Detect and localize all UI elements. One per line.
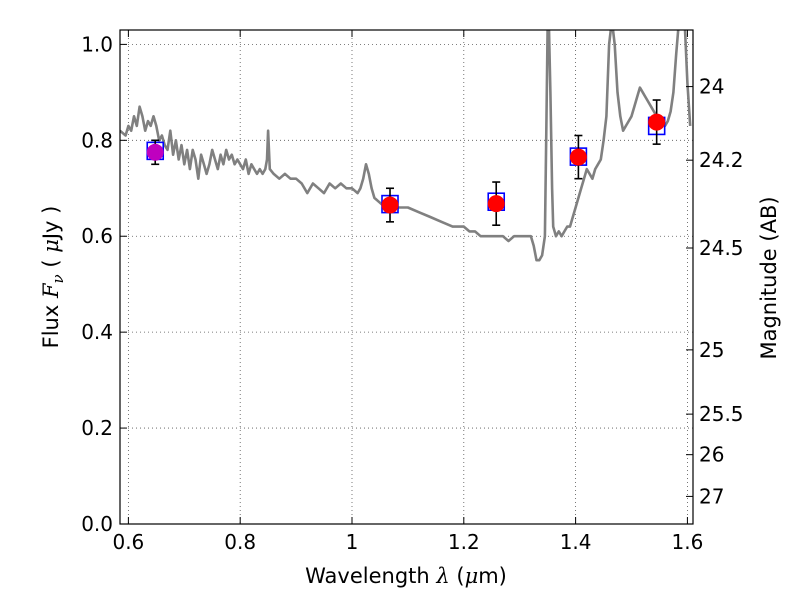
y-tick-label: 0.4 <box>81 320 113 344</box>
observed-point <box>487 195 505 213</box>
plot-frame <box>119 29 694 525</box>
y-tick-label: 0.0 <box>81 512 113 536</box>
y2-tick-label: 24 <box>699 75 724 99</box>
y-tick-label: 1.0 <box>81 32 113 56</box>
observed-point <box>381 196 399 214</box>
axis-ticks: 0.6 0.8 1 1.2 1.4 1.6 0.0 0.2 0.4 0.6 0.8 1.0 24 24.2… <box>81 30 744 554</box>
y2-axis-label: Magnitude (AB) <box>757 196 781 359</box>
x-tick-label: 1 <box>346 530 359 554</box>
y-tick-label: 0.6 <box>81 224 113 248</box>
y2-tick-label: 25.5 <box>699 402 744 426</box>
y-axis-label: Flux Fν ( μJy ) <box>39 206 67 349</box>
y-tick-label: 0.8 <box>81 128 113 152</box>
x-tick-label: 1.2 <box>448 530 480 554</box>
y2-tick-label: 24.5 <box>699 236 744 260</box>
y2-tick-label: 27 <box>699 484 724 508</box>
observed-point <box>648 113 666 131</box>
y-tick-label: 0.2 <box>81 416 113 440</box>
observed-point <box>569 148 587 166</box>
y2-tick-label: 24.2 <box>699 148 744 172</box>
x-tick-label: 1.6 <box>672 530 704 554</box>
y2-tick-label: 26 <box>699 443 724 467</box>
marker-layer <box>146 99 666 227</box>
x-axis-label: Wavelength λ (μm) <box>305 564 507 588</box>
x-tick-label: 0.6 <box>112 530 144 554</box>
x-tick-label: 0.8 <box>224 530 256 554</box>
y2-tick-label: 25 <box>699 338 724 362</box>
x-tick-label: 1.4 <box>560 530 592 554</box>
observed-point <box>146 143 164 161</box>
